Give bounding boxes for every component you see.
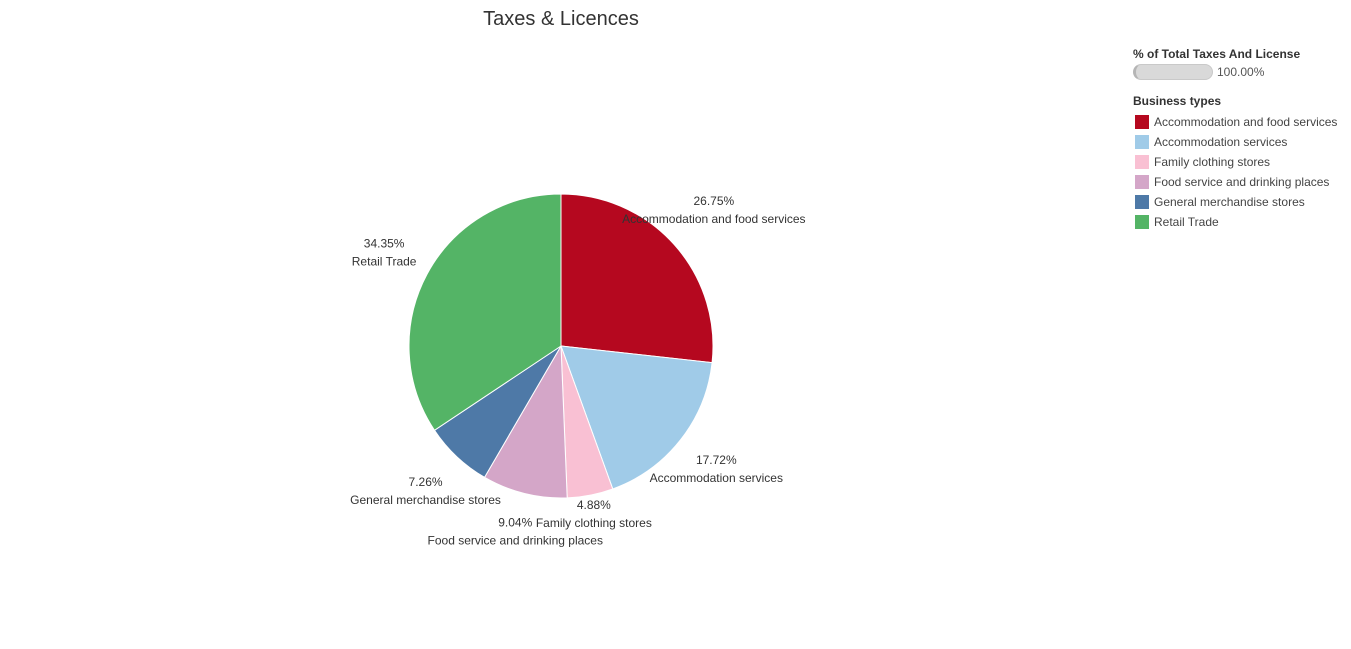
color-legend-title: Business types (1133, 94, 1222, 108)
pie-slice-retail-trade[interactable] (408, 193, 562, 431)
slice-label-family-clothing-stores: 4.88% Family clothing stores (536, 498, 652, 530)
legend-swatch (1135, 135, 1149, 149)
legend-item-accommodation-services[interactable]: Accommodation services (1133, 132, 1351, 152)
slice-category-label: Accommodation services (650, 471, 783, 485)
chart-title: Taxes & Licences (483, 8, 639, 30)
legend-swatch (1135, 155, 1149, 169)
slice-category-label: Food service and drinking places (428, 533, 603, 547)
color-legend-list: Accommodation and food services Accommoda… (1133, 112, 1351, 232)
size-legend: 100.00% (1133, 64, 1351, 80)
legend-label: Food service and drinking places (1154, 175, 1330, 189)
pie-chart: 26.75% Accommodation and food services 17.… (350, 193, 806, 547)
legend-swatch (1135, 195, 1149, 209)
slice-label-accommodation-and-food-services: 26.75% Accommodation and food services (622, 194, 805, 226)
slice-value-label: 34.35% (364, 236, 405, 250)
size-legend-pill (1133, 64, 1213, 80)
legend-label: General merchandise stores (1154, 195, 1305, 209)
pie-slice-accommodation-services[interactable] (560, 345, 713, 490)
slice-value-label: 17.72% (696, 453, 737, 467)
legend-item-food-service-and-drinking-places[interactable]: Food service and drinking places (1133, 172, 1351, 192)
slice-value-label: 7.26% (409, 475, 443, 489)
legend-swatch (1135, 215, 1149, 229)
slice-category-label: Accommodation and food services (622, 212, 805, 226)
slice-label-general-merchandise-stores: 7.26% General merchandise stores (350, 475, 501, 507)
legend-label: Accommodation services (1154, 135, 1288, 149)
legend-label: Retail Trade (1154, 215, 1219, 229)
legend-swatch (1135, 115, 1149, 129)
pie-slice-food-service-and-drinking-places[interactable] (483, 344, 568, 499)
pie-slices (408, 193, 714, 499)
slice-category-label: Retail Trade (352, 254, 417, 268)
slice-value-label: 9.04% (498, 515, 532, 529)
legend-item-general-merchandise-stores[interactable]: General merchandise stores (1133, 192, 1351, 212)
slice-value-label: 4.88% (577, 498, 611, 512)
legend-swatch (1135, 175, 1149, 189)
slice-value-label: 26.75% (694, 194, 735, 208)
slice-category-label: General merchandise stores (350, 493, 501, 507)
legend-label: Family clothing stores (1154, 155, 1271, 169)
slice-category-label: Family clothing stores (536, 516, 652, 530)
slice-label-food-service-and-drinking-places: 9.04% Food service and drinking places (428, 515, 603, 547)
slice-label-accommodation-services: 17.72% Accommodation services (650, 453, 783, 485)
legend: % of Total Taxes And License 100.00% Bus… (1133, 47, 1351, 232)
pie-slice-accommodation-and-food-services[interactable] (560, 193, 714, 364)
slice-label-retail-trade: 34.35% Retail Trade (352, 236, 417, 268)
size-legend-value: 100.00% (1217, 65, 1265, 79)
legend-item-accommodation-and-food-services[interactable]: Accommodation and food services (1133, 112, 1351, 132)
legend-item-family-clothing-stores[interactable]: Family clothing stores (1133, 152, 1351, 172)
legend-item-retail-trade[interactable]: Retail Trade (1133, 212, 1351, 232)
pie-labels: 26.75% Accommodation and food services 17.… (350, 194, 805, 547)
size-legend-title: % of Total Taxes And License (1133, 47, 1301, 61)
legend-label: Accommodation and food services (1154, 115, 1338, 129)
